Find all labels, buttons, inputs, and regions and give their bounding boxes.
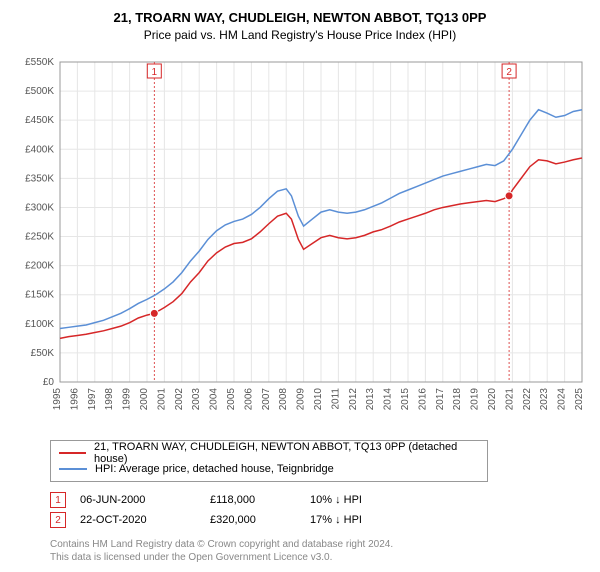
legend-item: 21, TROARN WAY, CHUDLEIGH, NEWTON ABBOT,… <box>59 445 479 461</box>
legend-swatch <box>59 468 87 470</box>
svg-text:2021: 2021 <box>504 388 515 411</box>
svg-text:£100K: £100K <box>25 319 54 330</box>
svg-text:2007: 2007 <box>261 388 272 411</box>
svg-text:2015: 2015 <box>400 388 411 411</box>
svg-text:£200K: £200K <box>25 261 54 272</box>
svg-text:2: 2 <box>506 67 512 78</box>
sale-marker: 2 <box>50 512 66 528</box>
svg-text:2011: 2011 <box>330 388 341 410</box>
svg-text:2009: 2009 <box>296 388 307 411</box>
svg-text:£350K: £350K <box>25 173 54 184</box>
svg-text:2000: 2000 <box>139 388 150 411</box>
svg-text:2017: 2017 <box>435 388 446 411</box>
sale-row: 1 06-JUN-2000£118,00010% ↓ HPI <box>50 490 590 510</box>
svg-text:2001: 2001 <box>156 388 167 411</box>
svg-text:£300K: £300K <box>25 202 54 213</box>
sale-row: 2 22-OCT-2020£320,00017% ↓ HPI <box>50 510 590 530</box>
svg-text:£500K: £500K <box>25 86 54 97</box>
svg-text:£50K: £50K <box>31 348 55 359</box>
svg-text:£150K: £150K <box>25 290 54 301</box>
svg-text:£550K: £550K <box>25 57 54 68</box>
svg-text:2024: 2024 <box>557 388 568 411</box>
svg-text:2004: 2004 <box>209 388 220 411</box>
legend-label: HPI: Average price, detached house, Teig… <box>95 463 334 475</box>
svg-text:2022: 2022 <box>522 388 533 411</box>
svg-text:2002: 2002 <box>174 388 185 411</box>
footer-line1: Contains HM Land Registry data © Crown c… <box>50 538 590 551</box>
svg-text:1995: 1995 <box>52 388 63 411</box>
svg-text:2003: 2003 <box>191 388 202 411</box>
svg-text:1996: 1996 <box>69 388 80 411</box>
svg-text:£400K: £400K <box>25 144 54 155</box>
sale-diff: 17% ↓ HPI <box>310 514 410 526</box>
sale-date: 06-JUN-2000 <box>80 494 210 506</box>
price-chart: £0 £50K £100K £150K £200K £250K £300K £350K £400… <box>10 52 590 432</box>
svg-text:£450K: £450K <box>25 115 54 126</box>
svg-text:2016: 2016 <box>417 388 428 411</box>
svg-text:1999: 1999 <box>122 388 133 411</box>
sale-diff: 10% ↓ HPI <box>310 494 410 506</box>
svg-text:2014: 2014 <box>383 388 394 411</box>
svg-text:1997: 1997 <box>87 388 98 411</box>
legend-label: 21, TROARN WAY, CHUDLEIGH, NEWTON ABBOT,… <box>94 441 479 465</box>
legend: 21, TROARN WAY, CHUDLEIGH, NEWTON ABBOT,… <box>50 440 488 482</box>
svg-text:2010: 2010 <box>313 388 324 411</box>
sale-date: 22-OCT-2020 <box>80 514 210 526</box>
sale-marker: 1 <box>50 492 66 508</box>
page-title: 21, TROARN WAY, CHUDLEIGH, NEWTON ABBOT,… <box>10 10 590 25</box>
svg-text:2008: 2008 <box>278 388 289 411</box>
svg-text:1998: 1998 <box>104 388 115 411</box>
svg-text:2023: 2023 <box>539 388 550 411</box>
page-subtitle: Price paid vs. HM Land Registry's House … <box>10 28 590 42</box>
svg-text:£250K: £250K <box>25 232 54 243</box>
svg-text:2012: 2012 <box>348 388 359 411</box>
svg-text:2025: 2025 <box>574 388 585 411</box>
svg-text:2005: 2005 <box>226 388 237 411</box>
sale-price: £320,000 <box>210 514 310 526</box>
svg-text:2019: 2019 <box>470 388 481 411</box>
svg-text:2006: 2006 <box>243 388 254 411</box>
svg-text:2013: 2013 <box>365 388 376 411</box>
footer-line2: This data is licensed under the Open Gov… <box>50 551 590 564</box>
footer-attribution: Contains HM Land Registry data © Crown c… <box>50 538 590 564</box>
sale-price: £118,000 <box>210 494 310 506</box>
svg-text:1: 1 <box>152 67 158 78</box>
svg-text:2018: 2018 <box>452 388 463 411</box>
svg-text:2020: 2020 <box>487 388 498 411</box>
sales-table: 1 06-JUN-2000£118,00010% ↓ HPI 2 22-OCT-202… <box>50 490 590 530</box>
legend-swatch <box>59 452 86 454</box>
svg-text:£0: £0 <box>43 377 55 388</box>
